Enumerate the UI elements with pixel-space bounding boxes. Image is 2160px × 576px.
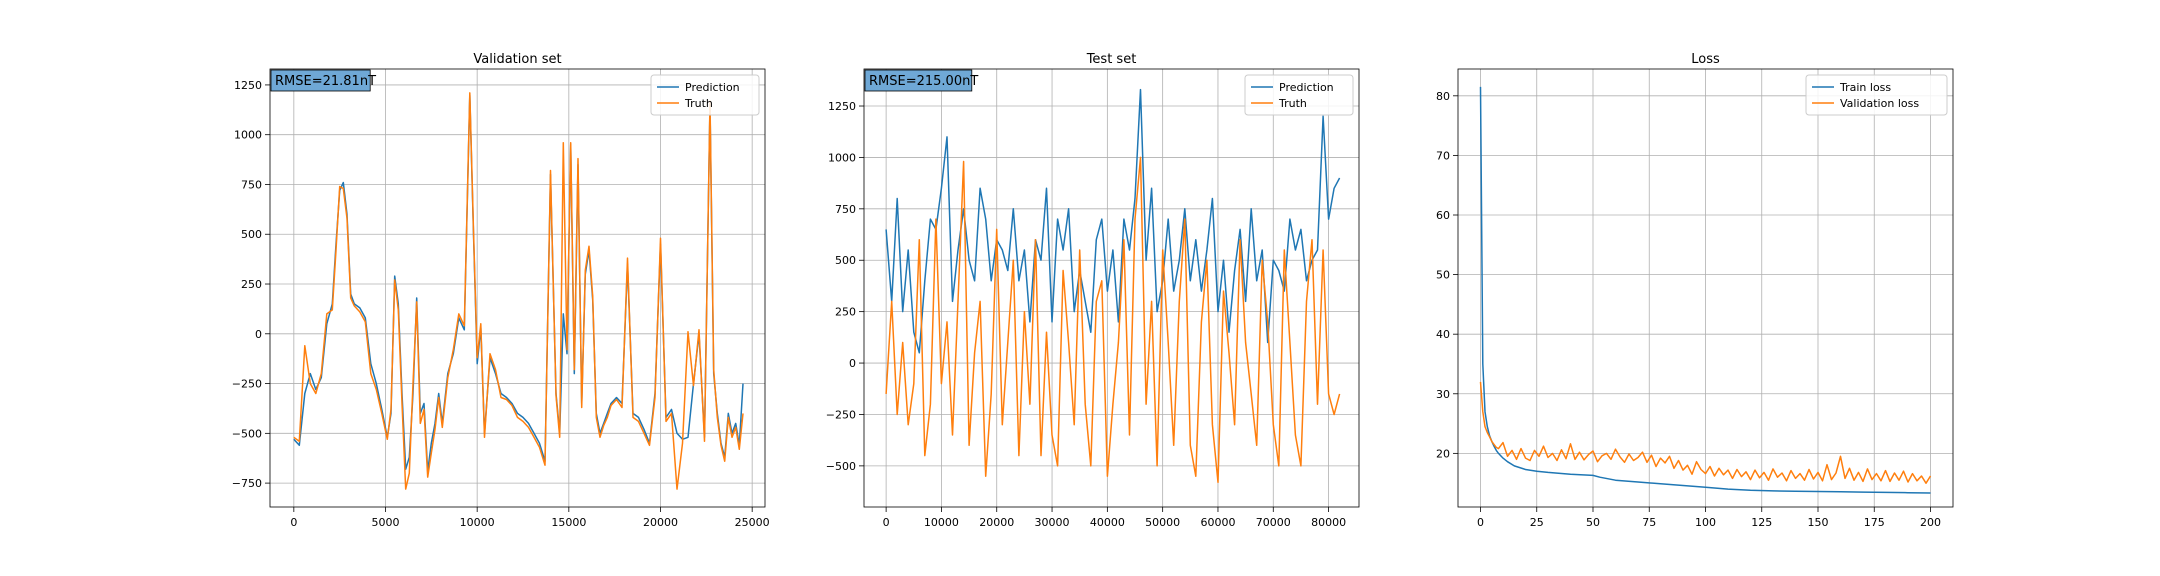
x-tick-label: 75	[1642, 516, 1656, 529]
x-tick-label: 40000	[1090, 516, 1125, 529]
x-tick-label: 50000	[1145, 516, 1180, 529]
y-tick-label: 1250	[234, 79, 262, 92]
y-tick-label: 0	[849, 357, 856, 370]
x-tick-label: 100	[1695, 516, 1716, 529]
x-tick-label: 0	[883, 516, 890, 529]
x-tick-label: 10000	[924, 516, 959, 529]
y-tick-label: 1000	[828, 151, 856, 164]
y-tick-label: 50	[1436, 269, 1450, 282]
y-tick-label: −250	[826, 408, 856, 421]
x-tick-label: 25000	[735, 516, 770, 529]
rmse-label: RMSE=215.00nT	[869, 74, 978, 89]
x-tick-label: 60000	[1200, 516, 1235, 529]
chart-title: Validation set	[473, 52, 561, 67]
x-tick-label: 125	[1751, 516, 1772, 529]
y-tick-label: 60	[1436, 209, 1450, 222]
y-tick-label: 30	[1436, 388, 1450, 401]
plot-frame	[269, 68, 766, 508]
x-tick-label: 175	[1864, 516, 1885, 529]
y-tick-label: 500	[835, 254, 856, 267]
legend-box	[1805, 74, 1948, 116]
y-tick-label: −250	[232, 378, 262, 391]
series-line-prediction	[293, 94, 744, 472]
plot-frame	[863, 68, 1360, 508]
series-line-prediction	[885, 88, 1341, 354]
x-tick-label: 0	[1477, 516, 1484, 529]
rmse-label: RMSE=21.81nT	[275, 74, 376, 89]
y-tick-label: 70	[1436, 149, 1450, 162]
rmse-box	[864, 69, 973, 92]
x-tick-label: 25	[1530, 516, 1544, 529]
y-tick-label: 1000	[234, 129, 262, 142]
x-tick-label: 15000	[551, 516, 586, 529]
legend-label: Validation loss	[1840, 97, 1919, 110]
legend-label: Truth	[1278, 97, 1307, 110]
y-tick-label: −750	[232, 477, 262, 490]
x-tick-label: 50	[1586, 516, 1600, 529]
y-tick-label: −500	[232, 427, 262, 440]
x-tick-label: 70000	[1256, 516, 1291, 529]
chart-title: Test set	[1086, 52, 1137, 67]
y-tick-label: 500	[241, 228, 262, 241]
series-line-truth	[885, 156, 1341, 484]
chart-panel-1: 0 10000 20000 30000 40000 50000 60000 70000 8000…	[826, 52, 1360, 529]
y-tick-label: 750	[835, 203, 856, 216]
legend-box	[650, 74, 760, 116]
y-tick-label: 1250	[828, 100, 856, 113]
legend-box	[1244, 74, 1354, 116]
y-tick-label: 80	[1436, 90, 1450, 103]
y-tick-label: 250	[835, 306, 856, 319]
x-tick-label: 10000	[460, 516, 495, 529]
x-tick-label: 30000	[1035, 516, 1070, 529]
y-tick-label: 750	[241, 178, 262, 191]
plot-frame	[1457, 68, 1954, 508]
x-tick-label: 0	[290, 516, 297, 529]
x-tick-label: 200	[1920, 516, 1941, 529]
chart-panel-0: 0 5000 10000 15000 20000 25000 −750 −500 −250 0 25…	[232, 52, 770, 529]
y-tick-label: 250	[241, 278, 262, 291]
legend-label: Prediction	[1279, 81, 1334, 94]
y-tick-label: −500	[826, 460, 856, 473]
series-line-validation-loss	[1479, 381, 1932, 484]
y-tick-label: 40	[1436, 328, 1450, 341]
legend-label: Truth	[684, 97, 713, 110]
x-tick-label: 20000	[979, 516, 1014, 529]
x-tick-label: 150	[1808, 516, 1829, 529]
x-tick-label: 80000	[1311, 516, 1346, 529]
chart-title: Loss	[1691, 52, 1720, 67]
y-tick-label: 0	[255, 328, 262, 341]
chart-panel-2: 0 25 50 75 100 125 150 175 200 20 30 40 50 60 70 80 Loss…	[1436, 52, 1954, 529]
rmse-box	[270, 69, 371, 92]
x-tick-label: 20000	[643, 516, 678, 529]
legend-label: Train loss	[1839, 81, 1891, 94]
y-tick-label: 20	[1436, 447, 1450, 460]
legend-label: Prediction	[685, 81, 740, 94]
x-tick-label: 5000	[372, 516, 400, 529]
series-line-truth	[293, 92, 744, 490]
